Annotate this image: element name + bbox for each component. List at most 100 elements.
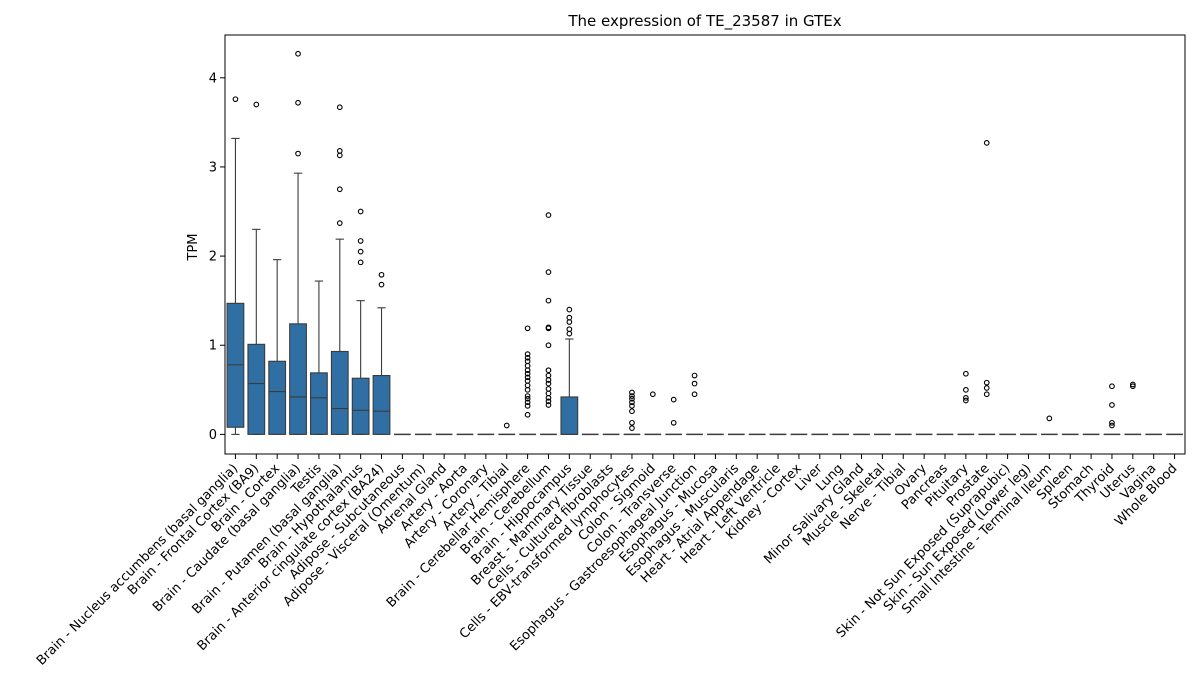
box-group <box>519 325 536 436</box>
outlier-point <box>1109 422 1115 429</box>
outlier-point <box>357 259 364 266</box>
y-tick-label: 0 <box>209 428 217 443</box>
box-group <box>686 372 703 436</box>
outlier-point <box>295 50 301 57</box>
outlier-point <box>629 395 635 402</box>
outlier-point <box>295 150 301 157</box>
outlier-point <box>378 281 385 288</box>
outlier-point <box>649 391 656 398</box>
outlier-point <box>691 380 698 387</box>
outlier-point <box>629 393 635 399</box>
outlier-point <box>1129 383 1136 390</box>
outlier-point <box>545 372 552 379</box>
outlier-point <box>629 408 635 415</box>
outlier-point <box>691 391 698 398</box>
plot-area <box>226 50 1183 436</box>
y-tick-label: 2 <box>209 250 217 265</box>
outlier-point <box>566 314 573 321</box>
outlier-point <box>629 399 635 406</box>
box-group <box>498 422 516 436</box>
box-group <box>268 259 287 435</box>
outlier-point <box>524 399 531 406</box>
box-group <box>665 396 683 436</box>
outlier-point <box>566 326 573 333</box>
box-group <box>978 140 996 436</box>
y-axis-label: TPM <box>186 234 201 262</box>
outlier-point <box>503 422 510 429</box>
outlier-point <box>1129 381 1136 388</box>
outlier-point <box>357 248 364 255</box>
axes-border <box>224 34 1186 455</box>
outlier-point <box>1109 383 1115 390</box>
outlier-point <box>545 386 552 392</box>
y-tick-label: 4 <box>209 71 217 86</box>
box-group <box>623 389 641 436</box>
outlier-point <box>545 324 552 331</box>
box-group <box>957 370 975 436</box>
box-group <box>226 96 245 435</box>
outlier-point <box>524 393 531 399</box>
outlier-point <box>963 386 969 393</box>
box-body <box>289 323 307 435</box>
outlier-point <box>336 220 343 226</box>
outlier-point <box>545 367 552 374</box>
box-group <box>247 101 266 435</box>
outlier-point <box>545 212 552 218</box>
axes-frame <box>224 34 1186 455</box>
outlier-point <box>545 297 552 304</box>
outlier-point <box>336 186 343 193</box>
box-group <box>644 391 662 436</box>
outlier-point <box>545 398 552 405</box>
outlier-point <box>524 354 531 361</box>
outlier-point <box>524 378 531 384</box>
outlier-point <box>545 342 552 349</box>
box-group <box>289 50 307 435</box>
outlier-point <box>983 379 990 386</box>
outlier-point <box>524 370 531 377</box>
outlier-point <box>357 208 364 215</box>
outlier-point <box>336 104 343 111</box>
outlier-point <box>670 396 677 403</box>
outlier-point <box>524 403 531 409</box>
outlier-point <box>963 397 969 404</box>
box-group <box>372 271 391 435</box>
outlier-point <box>545 402 552 408</box>
outlier-point <box>357 238 364 244</box>
outlier-point <box>295 99 301 106</box>
box-group <box>1041 415 1058 436</box>
box-group <box>310 280 328 435</box>
outlier-point <box>524 395 531 402</box>
outlier-point <box>1046 415 1053 422</box>
outlier-point <box>963 394 969 401</box>
box-body <box>351 377 370 435</box>
outlier-point <box>545 269 552 275</box>
outlier-point <box>963 370 969 377</box>
box-body <box>330 350 349 435</box>
box-body <box>372 374 391 435</box>
outlier-point <box>524 374 531 381</box>
box-body <box>560 396 579 435</box>
y-axis-ticks: 0 1 2 3 4 <box>209 71 225 443</box>
box-group <box>540 212 557 436</box>
outlier-point <box>524 351 531 358</box>
y-tick-label: 1 <box>209 339 217 354</box>
x-axis-ticks: Brain - Nucleus accumbens (basal ganglia… <box>34 454 1180 669</box>
box-group <box>351 208 370 435</box>
outlier-point <box>983 385 990 391</box>
outlier-point <box>629 403 635 409</box>
box-group <box>560 306 579 435</box>
outlier-point <box>629 419 635 426</box>
outlier-point <box>524 411 531 418</box>
box-body <box>247 343 266 435</box>
box-group <box>330 104 349 435</box>
outlier-point <box>524 358 531 365</box>
outlier-point <box>1109 419 1115 426</box>
box-group <box>1103 383 1121 436</box>
outlier-point <box>336 148 343 154</box>
box-body <box>268 360 287 435</box>
outlier-point <box>691 372 698 379</box>
outlier-point <box>545 380 552 387</box>
outlier-point <box>629 389 635 396</box>
outlier-point <box>232 96 239 103</box>
